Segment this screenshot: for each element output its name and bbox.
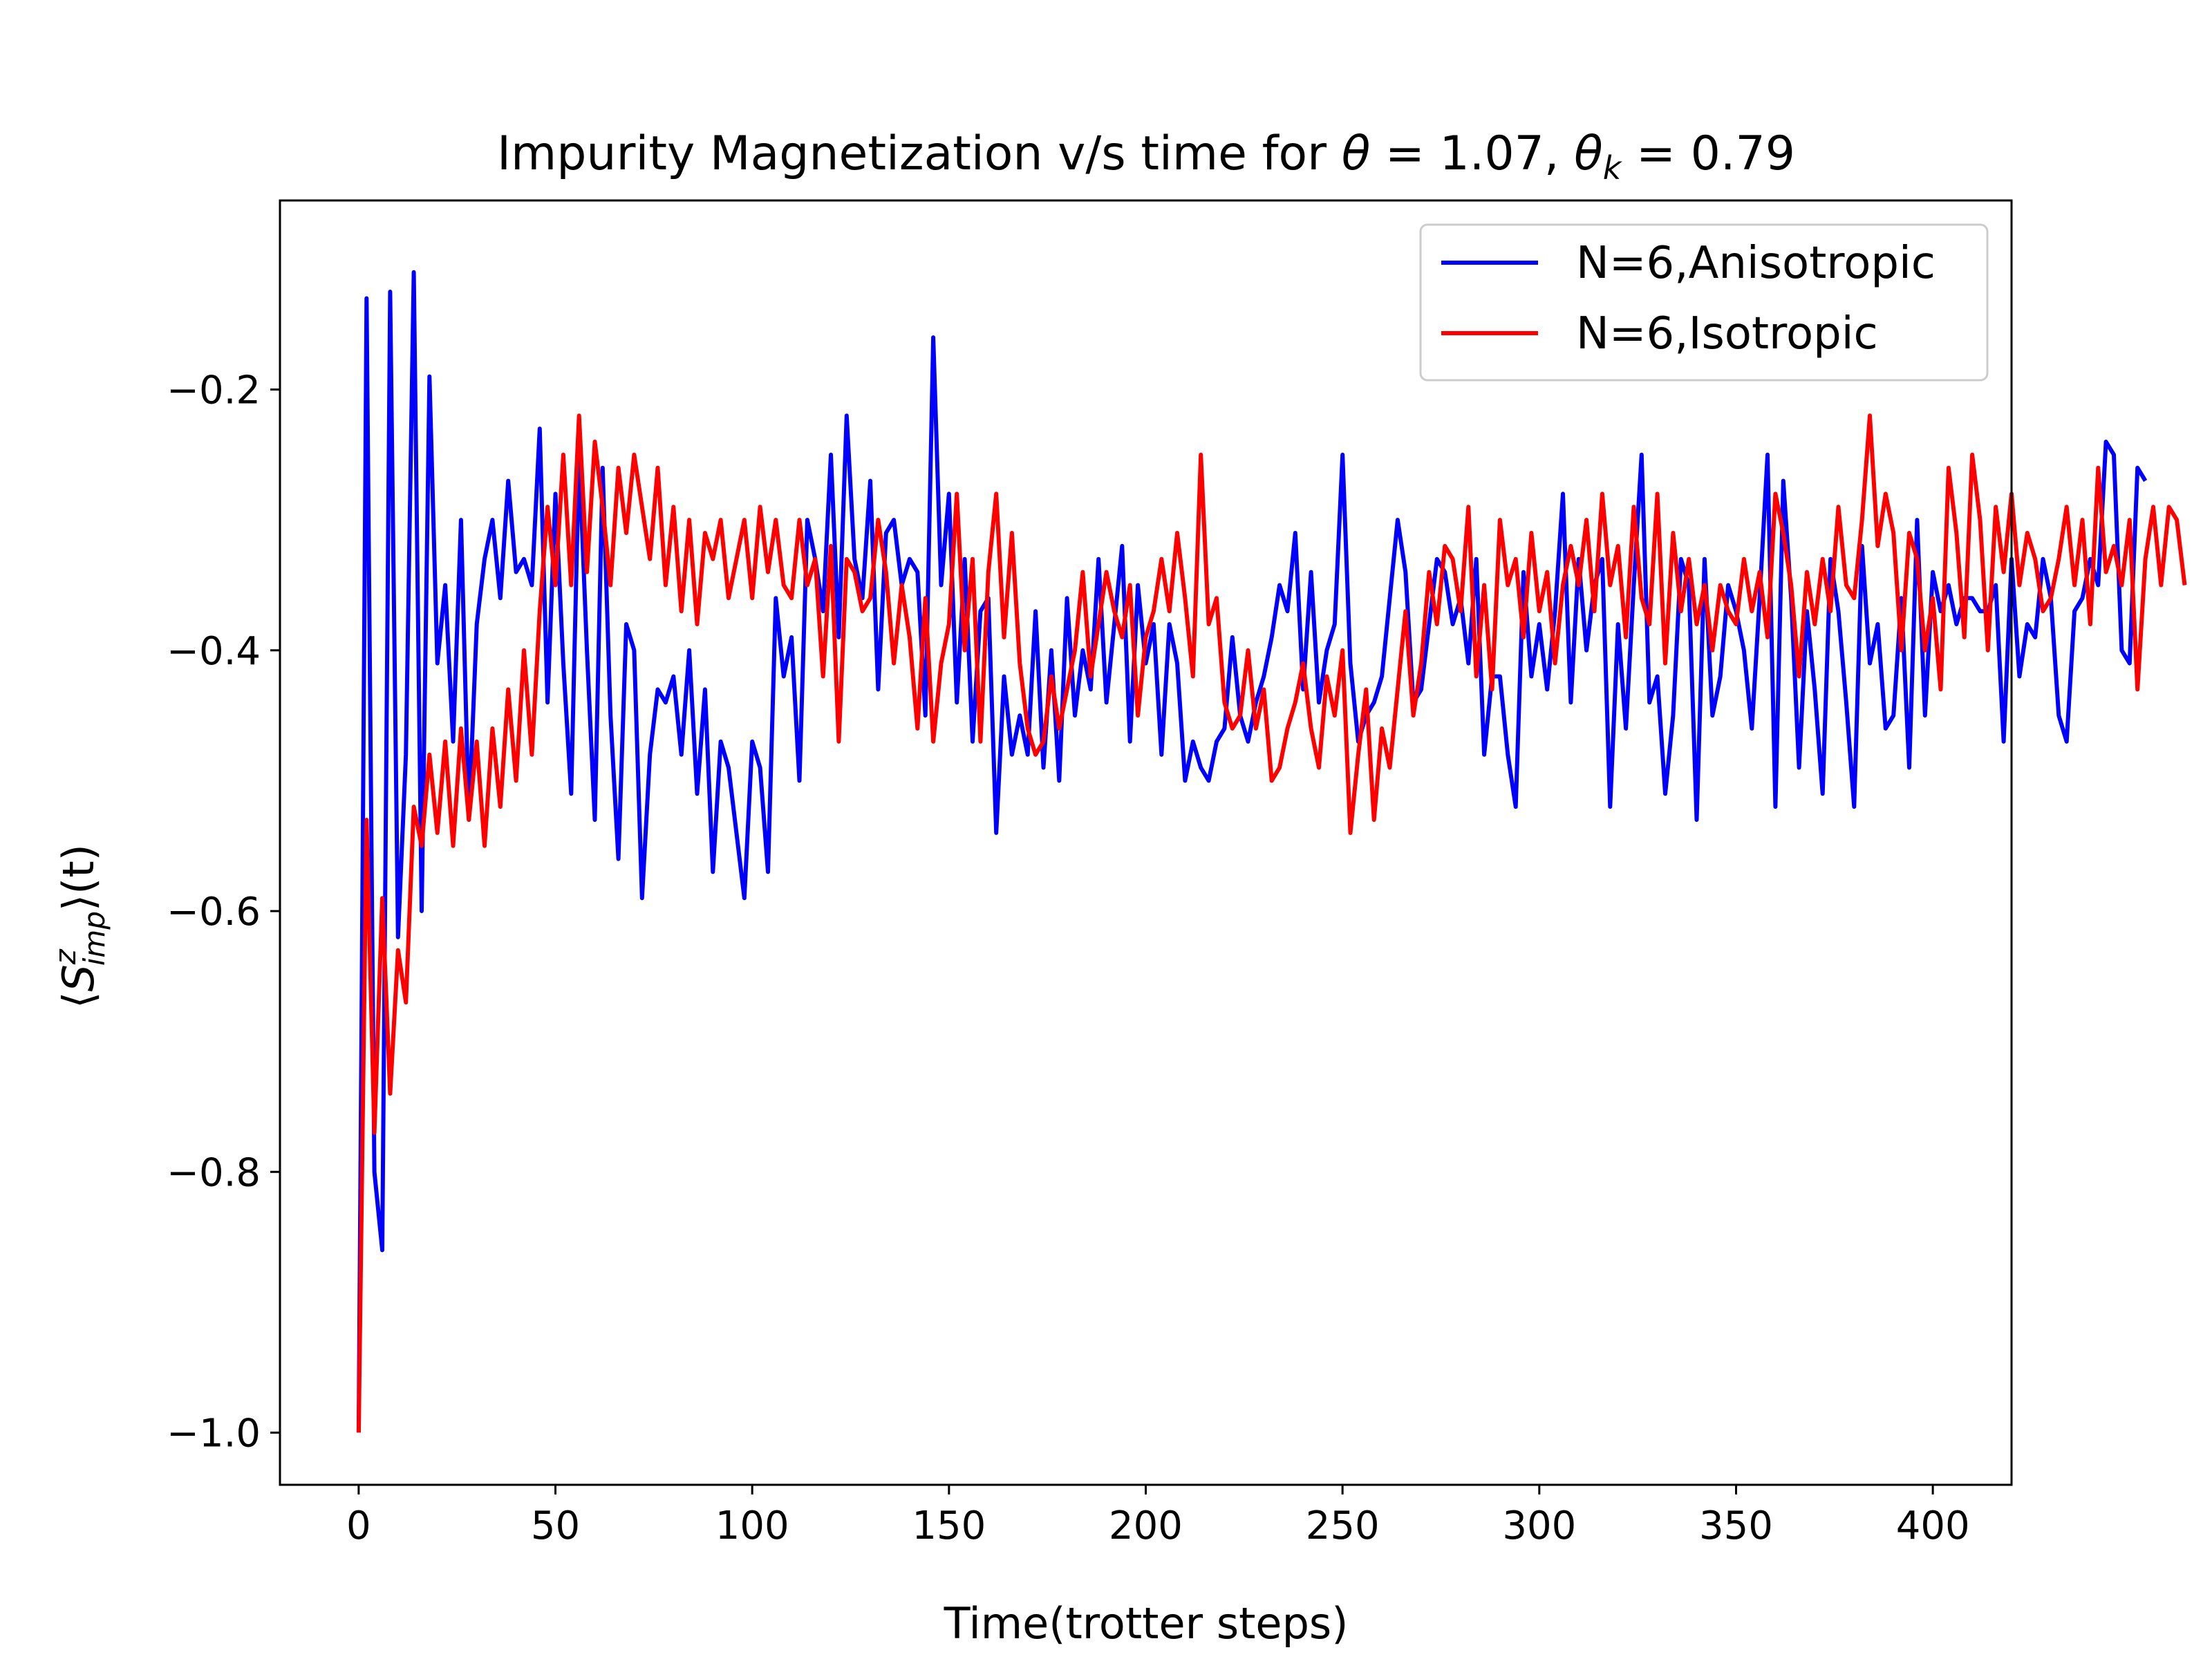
title-text-main: Impurity Magnetization v/s time for xyxy=(497,126,1342,181)
x-tick-label: 50 xyxy=(531,1503,580,1548)
legend-label-isotropic: N=6,Isotropic xyxy=(1576,308,1878,359)
title-thetak-symbol: θ xyxy=(1574,126,1603,181)
legend: N=6,Anisotropic N=6,Isotropic xyxy=(1419,223,1989,382)
y-label-s: S xyxy=(53,964,104,991)
y-tick-label: −0.4 xyxy=(167,629,261,674)
y-label-superscript: z xyxy=(48,948,82,965)
x-tick-label: 300 xyxy=(1502,1503,1576,1548)
series-line-isotropic xyxy=(356,413,2187,1433)
title-theta-symbol: θ xyxy=(1342,126,1371,181)
x-tick-label: 400 xyxy=(1896,1503,1970,1548)
series-line-anisotropic xyxy=(356,270,2148,1433)
legend-label-anisotropic: N=6,Anisotropic xyxy=(1576,238,1936,289)
x-axis-label: Time(trotter steps) xyxy=(944,1598,1349,1649)
x-tick-label: 100 xyxy=(715,1503,789,1548)
y-tick-label: −0.2 xyxy=(167,368,261,413)
x-tick-label: 250 xyxy=(1306,1503,1380,1548)
y-label-subscript: imp xyxy=(77,911,111,966)
title-thetak-subscript: k xyxy=(1603,149,1623,187)
y-axis-label: ⟨Szimp⟩(t) xyxy=(48,844,111,1009)
y-axis-ticks: −1.0 −0.8 −0.6 −0.4 −0.2 xyxy=(167,368,280,1456)
chart-title: Impurity Magnetization v/s time for θ = … xyxy=(497,126,1795,187)
series-layer xyxy=(356,270,2187,1433)
x-axis-ticks: 0 50 100 150 200 250 300 350 400 xyxy=(346,1485,1970,1548)
x-tick-label: 350 xyxy=(1699,1503,1773,1548)
y-tick-label: −0.8 xyxy=(167,1150,261,1195)
x-tick-label: 200 xyxy=(1109,1503,1183,1548)
y-tick-label: −1.0 xyxy=(167,1412,261,1456)
legend-box xyxy=(1419,223,1989,382)
x-tick-label: 0 xyxy=(346,1503,371,1548)
title-thetak-value: = 0.79 xyxy=(1621,126,1795,181)
y-label-close: ⟩(t) xyxy=(53,844,104,911)
y-tick-label: −0.6 xyxy=(167,890,261,935)
y-label-open: ⟨ xyxy=(53,992,104,1009)
x-tick-label: 150 xyxy=(912,1503,986,1548)
title-theta-value: = 1.07, xyxy=(1370,126,1574,181)
